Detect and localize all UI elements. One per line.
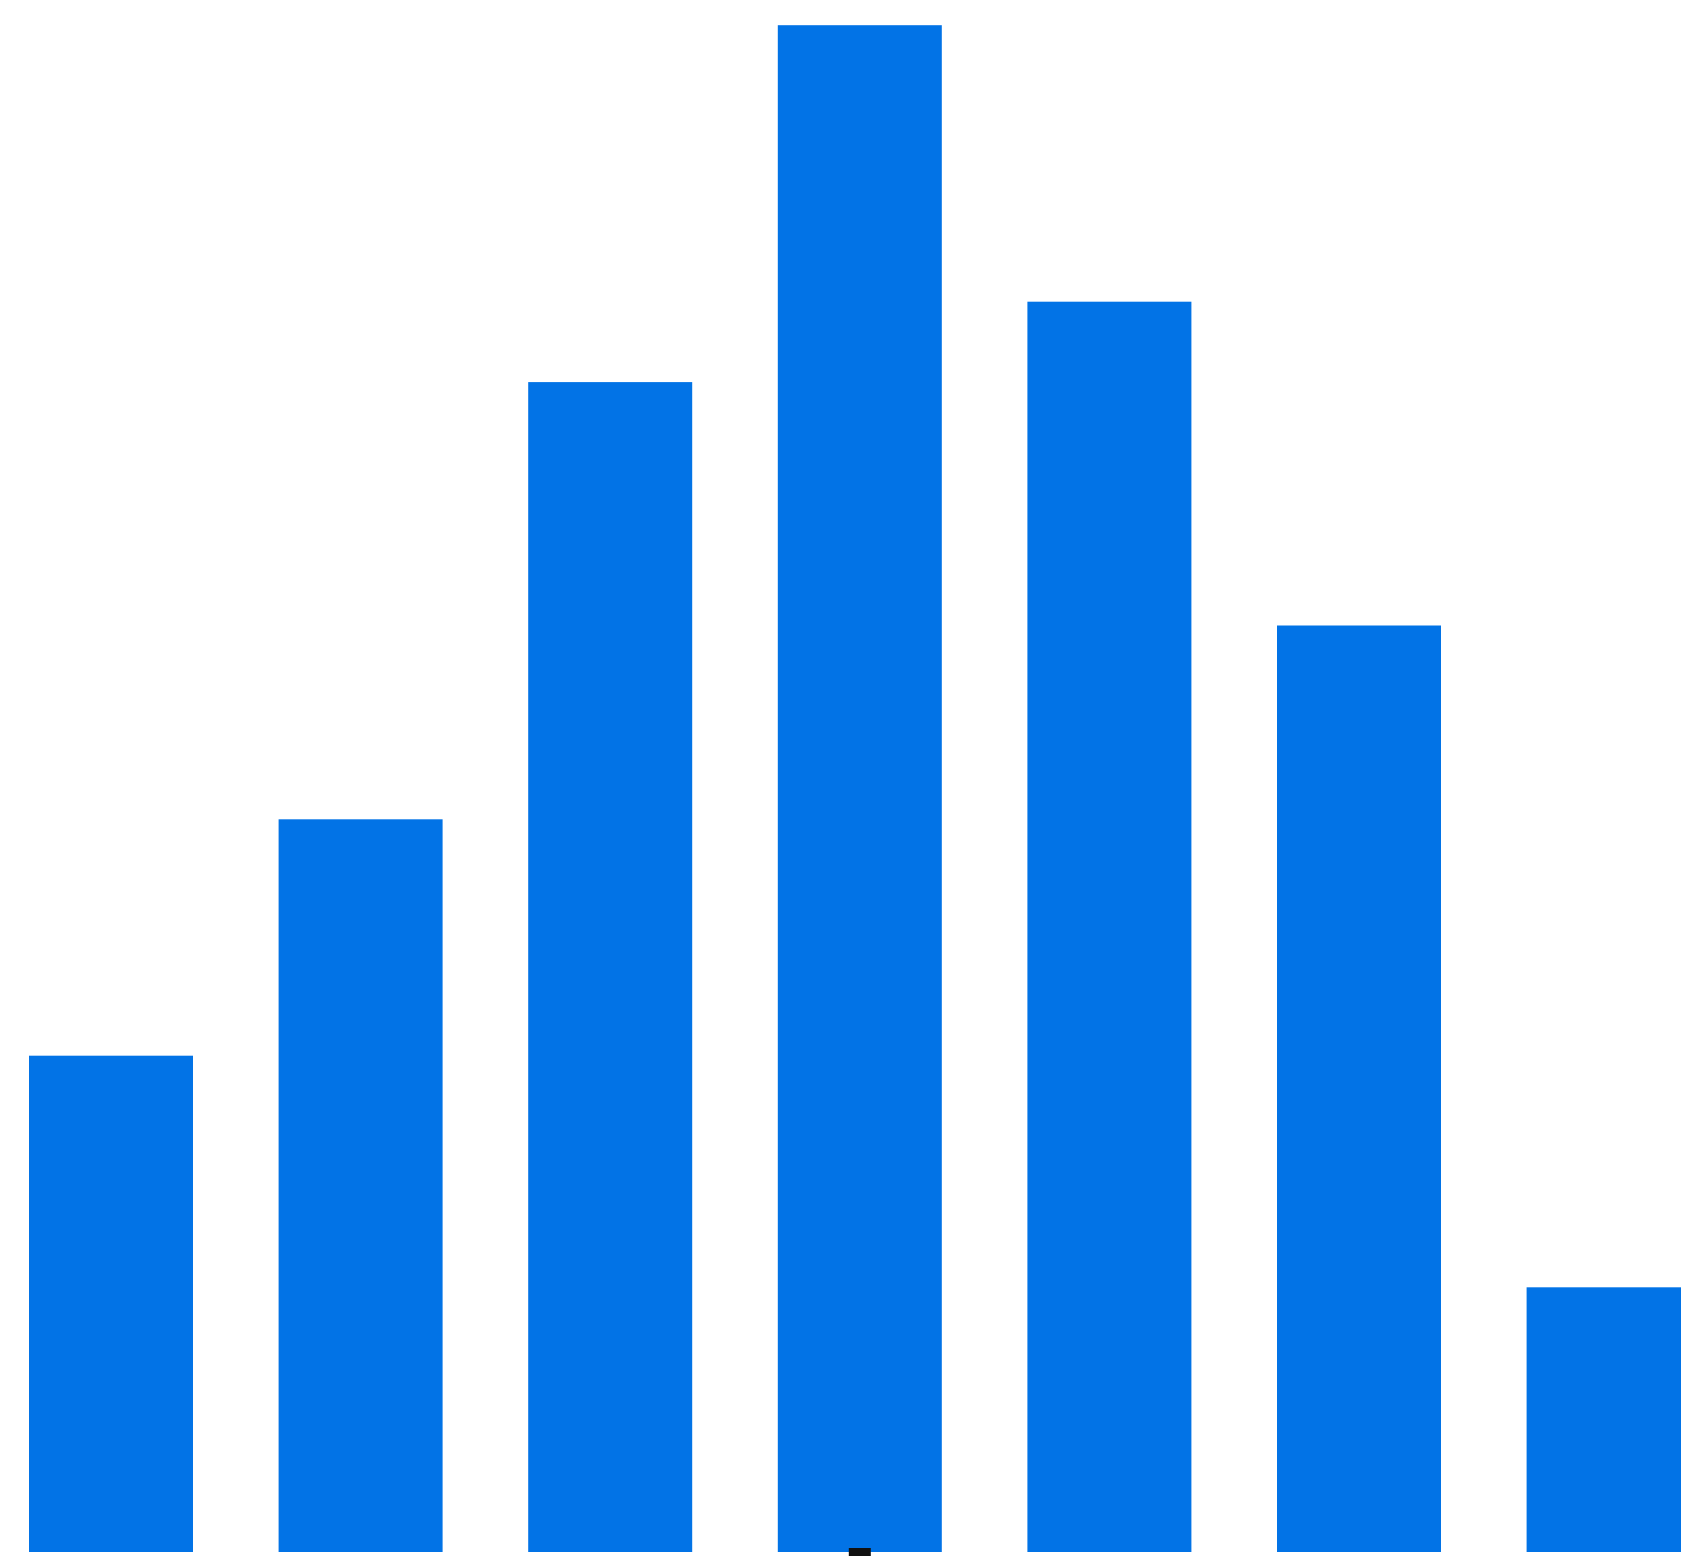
bar-2 [278, 819, 443, 1552]
bar-3 [528, 382, 693, 1553]
bar-5 [1027, 301, 1192, 1553]
bar-7 [1526, 1287, 1681, 1552]
bar-6 [1277, 625, 1441, 1552]
x-axis-tick-marker [848, 1548, 871, 1556]
bar-1 [29, 1055, 193, 1552]
bar-4 [777, 25, 942, 1553]
